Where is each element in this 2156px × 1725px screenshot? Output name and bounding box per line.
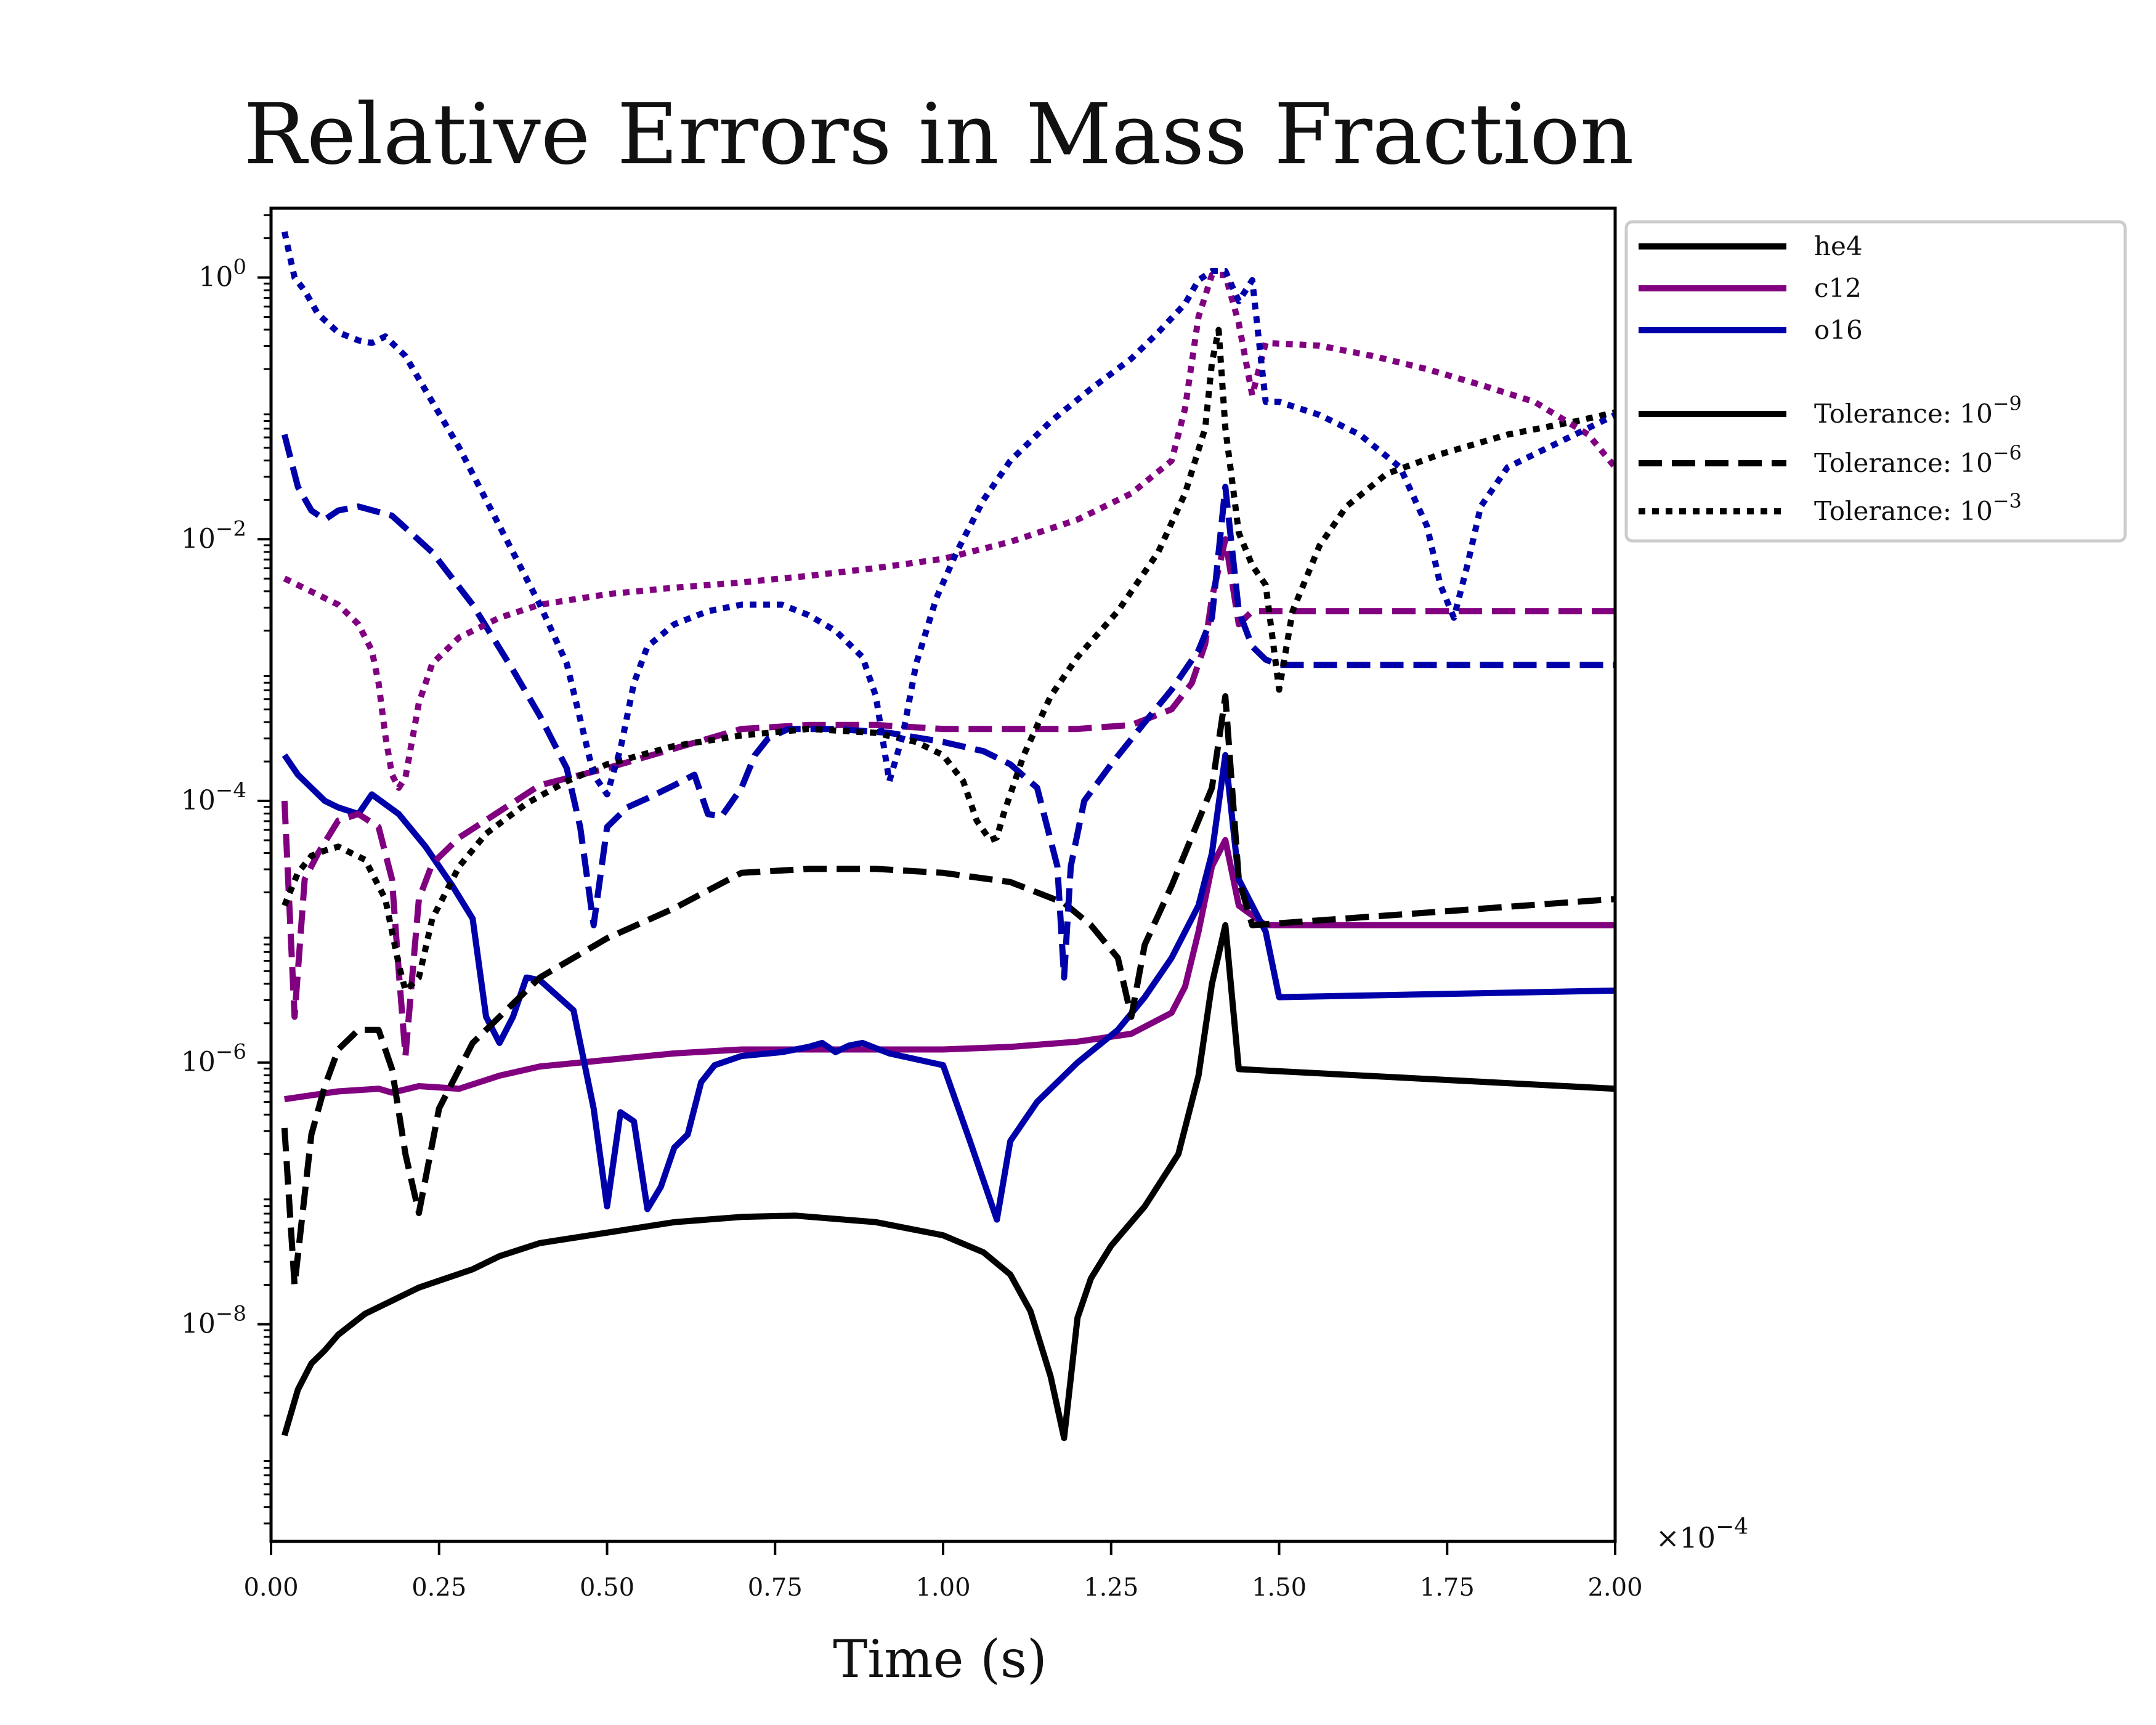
series-line-o16-dashed	[281, 434, 1615, 981]
legend-box	[1624, 220, 2127, 543]
x-tick-label: 1.00	[915, 1573, 970, 1602]
series-line-o16-dotted	[281, 231, 1615, 798]
y-tick-label: 100	[198, 255, 246, 293]
x-tick-label: 0.75	[748, 1573, 803, 1602]
series-line-he4-solid	[282, 922, 1615, 1442]
series-line-c12-solid	[284, 837, 1615, 1103]
y-tick-label: 10−8	[181, 1301, 246, 1339]
series-line-c12-dotted	[283, 272, 1615, 791]
y-tick-label: 10−6	[181, 1040, 246, 1078]
legend-label-c12: c12	[1814, 273, 1862, 303]
plot-area	[281, 231, 1615, 1442]
legend-label-he4: he4	[1814, 231, 1863, 261]
legend-label-tolerance: Tolerance: 10−3	[1814, 489, 2022, 526]
x-tick-label: 2.00	[1587, 1573, 1642, 1602]
chart-title: Relative Errors in Mass Fraction	[243, 86, 1634, 184]
x-multiplier: ×10−4	[1656, 1514, 1748, 1554]
series-line-he4-dashed	[281, 693, 1615, 1288]
x-tick-label: 0.50	[580, 1573, 634, 1602]
x-tick-label: 1.25	[1084, 1573, 1138, 1602]
legend: he4 c12 o16 Tolerance: 10−9 Tolerance: 10−6 T…	[1624, 220, 2127, 543]
x-tick-label: 1.50	[1252, 1573, 1307, 1602]
x-multiplier-base: ×10	[1656, 1521, 1716, 1554]
x-tick-label: 0.25	[411, 1573, 466, 1602]
legend-label-o16: o16	[1814, 315, 1863, 345]
series-line-c12-dashed	[281, 536, 1615, 1060]
x-multiplier-exp: −4	[1716, 1514, 1748, 1540]
y-tick-label: 10−2	[181, 516, 246, 554]
series-line-he4-dotted	[282, 327, 1615, 994]
series-line-o16-solid	[282, 752, 1615, 1223]
legend-label-tolerance: Tolerance: 10−9	[1814, 392, 2022, 429]
axes: 0.00 0.25 0.50 0.75 1.00 1.25 1.50 1.75 2.00 100 1…	[181, 206, 1643, 1602]
y-tick-label: 10−4	[181, 778, 246, 816]
legend-label-tolerance: Tolerance: 10−6	[1814, 441, 2022, 478]
x-axis-label: Time (s)	[833, 1629, 1047, 1689]
x-tick-label: 1.75	[1420, 1573, 1475, 1602]
x-tick-label: 0.00	[243, 1573, 298, 1602]
